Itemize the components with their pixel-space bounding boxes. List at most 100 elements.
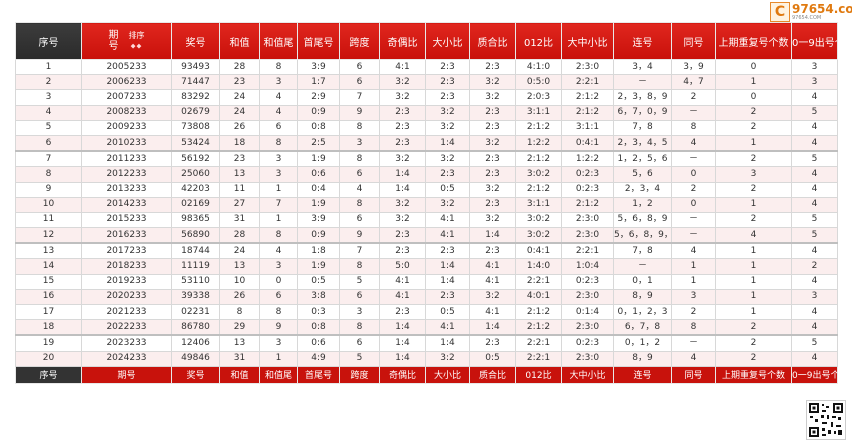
cell-repeat-last: 4 (715, 227, 792, 244)
cell-count-0-9: 3 (791, 288, 838, 306)
cell-sum-tail: 1 (259, 211, 298, 229)
cell-same: 2 (671, 303, 716, 321)
cell-span: 7 (339, 242, 380, 260)
cell-first-last: 1:9 (297, 150, 340, 168)
cell-seq: 11 (15, 211, 82, 229)
footer-mod012: 012比 (515, 365, 562, 384)
cell-big-small: 3:2 (425, 196, 470, 213)
footer-big-small: 大小比 (425, 365, 470, 384)
cell-sum-tail: 8 (259, 134, 298, 152)
header-row: 序号 期 号 排序 ⬥⬥ 奖号 和值 和值尾 (15, 22, 838, 60)
cell-first-last: 2:5 (297, 134, 340, 152)
cell-number: 49846 (171, 350, 220, 367)
cell-repeat-last: 2 (715, 104, 792, 121)
cell-first-last: 0:8 (297, 319, 340, 336)
footer-row: 序号 期号 奖号 和值 和值尾 首尾号 跨度 奇偶比 大小比 质合比 012比 … (15, 365, 838, 384)
cell-repeat-last: 3 (715, 166, 792, 183)
cell-count-0-9: 3 (791, 58, 838, 76)
cell-same: 0 (671, 196, 716, 213)
cell-span: 8 (339, 196, 380, 213)
cell-count-0-9: 4 (791, 303, 838, 321)
cell-big-small: 3:2 (425, 119, 470, 136)
cell-prime-comp: 2:3 (469, 242, 516, 260)
table-row: 6 2010233 53424 18 8 2:5 3 2:3 1:4 3:2 1:2:2 0:4:1 2… (15, 134, 838, 152)
cell-first-last: 0:5 (297, 273, 340, 290)
cell-sum: 23 (219, 150, 260, 168)
cell-mod012: 4:1:0 (515, 58, 562, 76)
cell-prime-comp: 2:3 (469, 196, 516, 213)
cell-mod012: 3:1:1 (515, 104, 562, 121)
cell-repeat-last: 0 (715, 89, 792, 106)
cell-period: 2024233 (81, 350, 172, 367)
cell-same: 2 (671, 89, 716, 106)
cell-sum-tail: 3 (259, 334, 298, 352)
cell-sum: 24 (219, 89, 260, 106)
cell-period: 2020233 (81, 288, 172, 306)
cell-odd-even: 1:4 (379, 350, 426, 367)
header-period[interactable]: 期 号 排序 ⬥⬥ (81, 22, 172, 60)
cell-period: 2013233 (81, 181, 172, 198)
cell-big-small: 1:4 (425, 273, 470, 290)
cell-sum-tail: 3 (259, 74, 298, 91)
cell-first-last: 4:9 (297, 350, 340, 367)
cell-big-small: 2:3 (425, 58, 470, 76)
cell-prime-comp: 2:3 (469, 166, 516, 183)
cell-period: 2018233 (81, 258, 172, 275)
sort-button[interactable]: 排序 ⬥⬥ (129, 30, 145, 52)
footer-number: 奖号 (171, 365, 220, 384)
cell-big-mid-small: 2:3:0 (561, 350, 614, 367)
header-span: 跨度 (339, 22, 380, 60)
cell-sum: 10 (219, 273, 260, 290)
cell-same: 8 (671, 319, 716, 336)
cell-mod012: 1:4:0 (515, 258, 562, 275)
cell-mod012: 2:1:2 (515, 319, 562, 336)
footer-seq: 序号 (15, 365, 82, 384)
cell-span: 6 (339, 211, 380, 229)
cell-repeat-last: 1 (715, 258, 792, 275)
logo-domain: 97654.com (792, 2, 852, 16)
header-consec: 连号 (613, 22, 672, 60)
cell-span: 8 (339, 258, 380, 275)
table-row: 5 2009233 73808 26 6 0:8 8 2:3 3:2 2:3 2:1:2 3:1:1 7… (15, 119, 838, 136)
cell-mod012: 3:0:2 (515, 211, 562, 229)
cell-big-mid-small: 2:3:0 (561, 288, 614, 306)
cell-sum: 13 (219, 334, 260, 352)
cell-consec: 1，2 (613, 196, 672, 213)
cell-mod012: 3:0:2 (515, 227, 562, 244)
cell-sum-tail: 8 (259, 58, 298, 76)
cell-big-mid-small: 2:1:2 (561, 89, 614, 106)
cell-sum: 28 (219, 227, 260, 244)
cell-period: 2010233 (81, 134, 172, 152)
cell-seq: 6 (15, 134, 82, 152)
cell-consec: － (613, 74, 672, 91)
cell-repeat-last: 2 (715, 119, 792, 136)
cell-sum-tail: 3 (259, 166, 298, 183)
cell-count-0-9: 4 (791, 242, 838, 260)
cell-period: 2011233 (81, 150, 172, 168)
footer-repeat-last: 上期重复号个数 (715, 365, 792, 384)
cell-odd-even: 3:2 (379, 211, 426, 229)
cell-period: 2021233 (81, 303, 172, 321)
cell-number: 11119 (171, 258, 220, 275)
table-row: 12 2016233 56890 28 8 0:9 9 2:3 4:1 1:4 3:0:2 2:3:0… (15, 227, 838, 244)
cell-first-last: 3:8 (297, 288, 340, 306)
footer-sum-tail: 和值尾 (259, 365, 298, 384)
cell-prime-comp: 1:4 (469, 227, 516, 244)
site-logo[interactable]: C 97654.com 97654.COM (770, 2, 852, 22)
cell-first-last: 0:4 (297, 181, 340, 198)
cell-prime-comp: 4:1 (469, 258, 516, 275)
cell-period: 2005233 (81, 58, 172, 76)
cell-sum: 29 (219, 319, 260, 336)
cell-big-small: 1:4 (425, 134, 470, 152)
cell-same: 8 (671, 119, 716, 136)
cell-repeat-last: 1 (715, 288, 792, 306)
cell-big-mid-small: 2:3:0 (561, 227, 614, 244)
cell-same: － (671, 227, 716, 244)
cell-sum-tail: 6 (259, 119, 298, 136)
footer-count-0-9: 0一9出号个数 (791, 365, 838, 384)
cell-odd-even: 1:4 (379, 181, 426, 198)
cell-odd-even: 1:4 (379, 334, 426, 352)
footer-prime-comp: 质合比 (469, 365, 516, 384)
cell-count-0-9: 3 (791, 74, 838, 91)
header-number: 奖号 (171, 22, 220, 60)
